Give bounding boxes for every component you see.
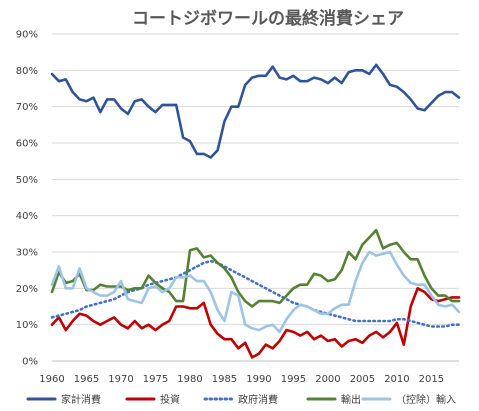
series-line-1 bbox=[50, 286, 461, 359]
x-tick-label: 1980 bbox=[177, 374, 202, 385]
y-tick-label: 50% bbox=[16, 175, 38, 186]
y-tick-label: 30% bbox=[16, 248, 38, 259]
x-tick-label: 2010 bbox=[384, 374, 409, 385]
x-tick-label: 1965 bbox=[74, 374, 99, 385]
legend-label: 家計消費 bbox=[61, 393, 101, 406]
y-tick-label: 40% bbox=[16, 211, 38, 222]
y-tick-label: 20% bbox=[16, 284, 38, 295]
x-tick-label: 2015 bbox=[419, 374, 444, 385]
chart-title: コートジボワールの最終消費シェア bbox=[132, 8, 404, 29]
legend-label: 輸出 bbox=[341, 393, 361, 406]
x-tick-label: 2005 bbox=[350, 374, 375, 385]
legend-label: 投資 bbox=[160, 393, 180, 406]
x-tick-label: 1975 bbox=[143, 374, 168, 385]
y-tick-label: 0% bbox=[22, 357, 38, 368]
y-tick-label: 80% bbox=[16, 66, 38, 77]
y-axis-ticks: 0% 10% 20% 30% 40% 50% 60% 70% 80% 90% bbox=[16, 30, 38, 368]
legend-label: （控除）輸入 bbox=[396, 393, 456, 406]
x-tick-label: 1985 bbox=[212, 374, 237, 385]
x-tick-label: 2000 bbox=[315, 374, 340, 385]
series-line-2 bbox=[50, 259, 461, 328]
series-line-0 bbox=[50, 63, 461, 159]
x-tick-label: 1970 bbox=[108, 374, 133, 385]
x-tick-label: 1990 bbox=[246, 374, 271, 385]
x-axis-ticks: 1960 1965 1970 1975 1980 1985 1990 1995 2000 2005… bbox=[39, 374, 444, 385]
series-line-3 bbox=[50, 228, 461, 308]
gridlines bbox=[52, 33, 459, 362]
y-tick-label: 70% bbox=[16, 102, 38, 113]
legend-label: 政府消費 bbox=[238, 393, 278, 406]
y-tick-label: 10% bbox=[16, 320, 38, 331]
x-tick-label: 1960 bbox=[39, 374, 64, 385]
y-tick-label: 60% bbox=[16, 139, 38, 150]
x-tick-label: 1995 bbox=[281, 374, 306, 385]
y-tick-label: 90% bbox=[16, 30, 38, 41]
series-lines bbox=[50, 63, 461, 359]
series-line-4 bbox=[50, 250, 461, 334]
legend: 家計消費 投資 政府消費 輸出 （控除）輸入 bbox=[26, 393, 456, 406]
